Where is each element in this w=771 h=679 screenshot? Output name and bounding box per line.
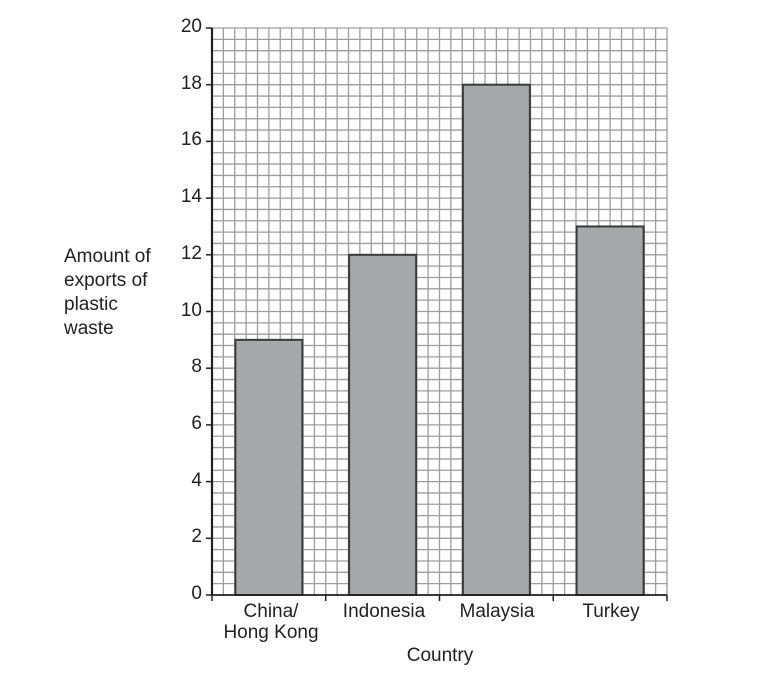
- y-tick-label: 18: [180, 72, 202, 94]
- bar-turkey: [575, 225, 645, 596]
- category-label-turkey: Turkey: [546, 601, 676, 622]
- category-label-line: China/: [243, 601, 299, 622]
- x-axis-label: Country: [406, 645, 474, 666]
- category-label-line: Indonesia: [342, 601, 426, 622]
- bar-malaysia: [461, 83, 531, 596]
- y-tick-label: 16: [180, 129, 202, 151]
- y-tick-label: 6: [191, 412, 202, 434]
- y-tick-label: 14: [180, 186, 202, 208]
- y-tick-label: 10: [180, 299, 202, 321]
- y-tick-label: 12: [180, 242, 202, 264]
- y-tick-label: 0: [191, 583, 202, 604]
- y-tick-label: 4: [191, 469, 202, 491]
- category-label-china-hong-kong: China/ Hong Kong: [206, 601, 336, 643]
- bar-indonesia: [348, 253, 418, 597]
- y-axis-label-line: waste: [64, 318, 114, 339]
- bars: [234, 83, 645, 597]
- y-tick-label: 2: [191, 526, 202, 548]
- y-tick-label: 8: [191, 356, 202, 378]
- axes: [206, 27, 668, 601]
- category-label-line: Turkey: [582, 601, 640, 622]
- y-axis-label: Amount of exports of plastic waste: [64, 245, 151, 341]
- category-label-line: Hong Kong: [223, 622, 319, 643]
- y-axis-label-line: Amount of: [64, 246, 151, 267]
- y-axis-label-line: plastic: [64, 294, 118, 315]
- y-axis-label-line: exports of: [64, 270, 148, 291]
- category-label-line: Malaysia: [459, 601, 535, 622]
- bar-china-hong-kong: [234, 338, 304, 596]
- category-label-indonesia: Indonesia: [319, 601, 449, 622]
- y-tick-label: 20: [180, 16, 202, 37]
- category-label-malaysia: Malaysia: [432, 601, 562, 622]
